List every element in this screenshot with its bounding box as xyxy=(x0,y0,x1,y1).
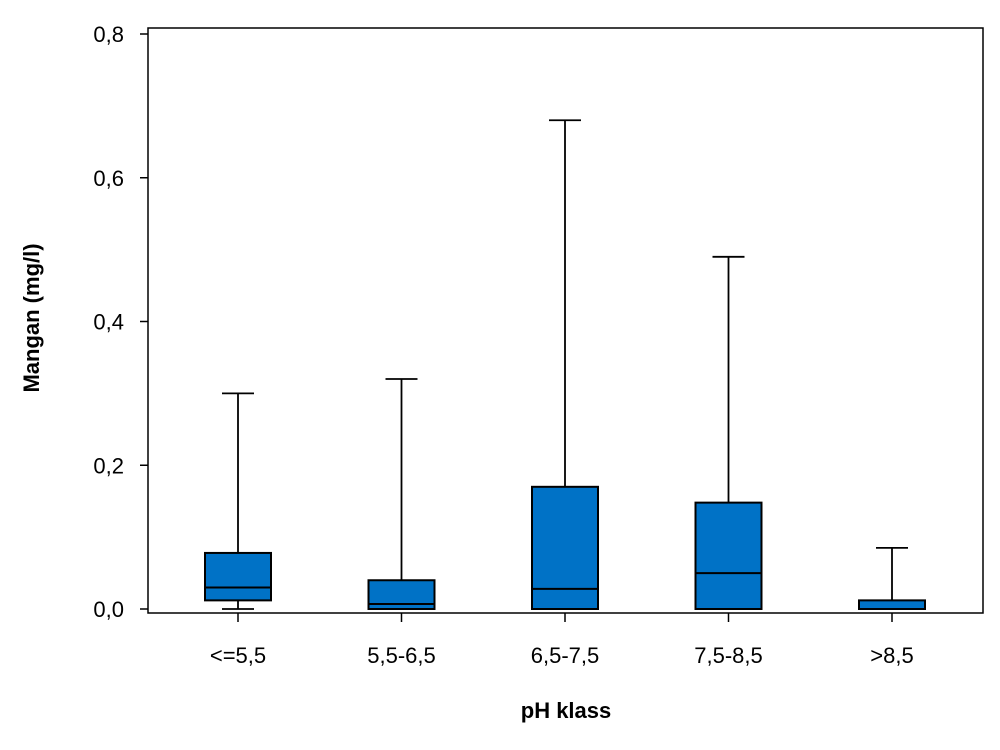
x-tick-label: >8,5 xyxy=(870,643,913,668)
y-tick-label: 0,4 xyxy=(93,310,124,335)
y-tick-label: 0,0 xyxy=(93,597,124,622)
y-tick-label: 0,8 xyxy=(93,22,124,47)
x-axis-title: pH klass xyxy=(521,698,612,723)
box-iqr xyxy=(858,599,926,610)
x-tick-label: 5,5-6,5 xyxy=(367,643,436,668)
box-iqr xyxy=(694,501,763,610)
y-tick-label: 0,2 xyxy=(93,453,124,478)
x-tick-label: <=5,5 xyxy=(210,643,266,668)
y-axis: 0,0 0,2 0,4 0,6 0,8 xyxy=(93,22,148,622)
box-iqr xyxy=(531,485,599,610)
y-axis-title: Mangan (mg/l) xyxy=(19,243,44,392)
boxes xyxy=(204,119,926,610)
y-tick-label: 0,6 xyxy=(93,166,124,191)
x-tick-label: 6,5-7,5 xyxy=(531,643,600,668)
x-tick-label: 7,5-8,5 xyxy=(694,643,763,668)
x-axis: <=5,5 5,5-6,5 6,5-7,5 7,5-8,5 >8,5 xyxy=(210,613,914,668)
box-iqr xyxy=(204,551,272,602)
